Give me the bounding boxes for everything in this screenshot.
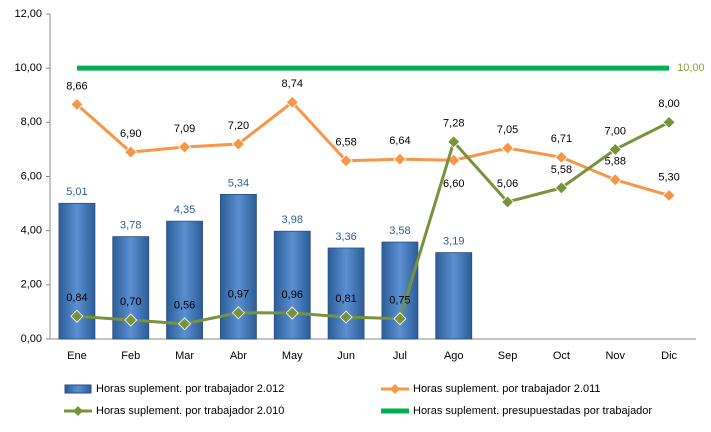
point-value-label: 8,00 xyxy=(658,98,679,110)
y-tick-label: 10,00 xyxy=(14,62,42,74)
point-value-label: 5,88 xyxy=(605,156,626,168)
point xyxy=(124,145,138,159)
legend-label: Horas suplement. por trabajador 2.010 xyxy=(96,405,284,417)
point-value-label: 7,28 xyxy=(443,118,464,130)
point xyxy=(178,140,192,154)
x-tick-label: Mar xyxy=(175,350,194,362)
x-tick-label: Ago xyxy=(444,350,464,362)
y-tick-label: 0,00 xyxy=(21,333,42,345)
bar xyxy=(327,247,365,340)
bar-value-label: 5,01 xyxy=(66,186,87,198)
point xyxy=(285,95,299,109)
point-value-label: 0,75 xyxy=(389,295,410,307)
x-tick-label: Feb xyxy=(121,350,140,362)
point-value-label: 0,56 xyxy=(174,300,195,312)
point-value-label: 7,05 xyxy=(497,124,518,136)
point xyxy=(70,309,84,323)
point-value-label: 6,64 xyxy=(389,135,410,147)
point xyxy=(608,142,622,156)
y-tick-label: 8,00 xyxy=(21,116,42,128)
line xyxy=(76,120,670,326)
point xyxy=(662,188,676,203)
point xyxy=(554,181,568,195)
point-value-label: 0,97 xyxy=(228,289,249,301)
bar-value-label: 3,19 xyxy=(443,236,464,248)
legend-swatch xyxy=(64,384,92,394)
point-value-label: 8,66 xyxy=(66,80,87,92)
point xyxy=(231,137,245,151)
bar-value-label: 3,98 xyxy=(282,214,303,226)
point-value-label: 8,74 xyxy=(282,78,303,90)
point xyxy=(554,150,568,164)
point-value-label: 5,58 xyxy=(551,164,572,176)
legend-marker xyxy=(73,406,83,416)
bar-value-label: 4,35 xyxy=(174,204,195,216)
bar-value-label: 5,34 xyxy=(228,177,249,189)
point xyxy=(393,152,407,166)
line xyxy=(75,100,670,197)
point xyxy=(662,115,676,129)
point-value-label: 6,90 xyxy=(120,128,141,140)
point xyxy=(339,154,353,168)
point xyxy=(124,313,138,327)
x-tick-label: Abr xyxy=(230,350,247,362)
bar xyxy=(273,230,311,340)
line-end-label: 10,00 xyxy=(677,62,705,74)
bar-value-label: 3,58 xyxy=(389,225,410,237)
point xyxy=(501,195,515,209)
point xyxy=(231,306,245,320)
legend-label: Horas suplement. presupuestadas por trab… xyxy=(413,405,652,417)
point-value-label: 6,71 xyxy=(551,133,572,145)
x-tick-label: May xyxy=(282,350,303,362)
bar xyxy=(435,252,473,340)
point xyxy=(393,312,407,326)
x-tick-label: Dic xyxy=(661,350,677,362)
bar-value-label: 3,36 xyxy=(335,231,356,243)
point-value-label: 7,09 xyxy=(174,123,195,135)
point-value-label: 0,84 xyxy=(66,292,87,304)
y-tick-label: 12,00 xyxy=(14,8,42,20)
point xyxy=(178,317,192,331)
y-tick-label: 6,00 xyxy=(21,170,42,182)
point xyxy=(447,135,461,149)
point-value-label: 5,30 xyxy=(658,171,679,183)
point-value-label: 0,70 xyxy=(120,296,141,308)
y-tick-label: 2,00 xyxy=(21,279,42,291)
point-value-label: 7,20 xyxy=(228,120,249,132)
y-tick-label: 4,00 xyxy=(21,225,42,237)
legend-label: Horas suplement. por trabajador 2.011 xyxy=(413,383,601,395)
point xyxy=(285,306,299,320)
x-tick-label: Ene xyxy=(67,350,87,362)
point-value-label: 5,06 xyxy=(497,178,518,190)
legend-marker xyxy=(390,384,400,394)
point-value-label: 6,58 xyxy=(335,137,356,149)
point-value-label: 0,81 xyxy=(335,293,356,305)
point-value-label: 0,96 xyxy=(282,289,303,301)
point xyxy=(339,310,353,324)
x-tick-label: Sep xyxy=(498,350,518,362)
x-tick-label: Jul xyxy=(393,350,407,362)
point xyxy=(608,173,622,187)
bar-value-label: 3,78 xyxy=(120,220,141,232)
point-value-label: 7,00 xyxy=(605,125,626,137)
point xyxy=(501,141,515,155)
legend-label: Horas suplement. por trabajador 2.012 xyxy=(96,383,284,395)
x-tick-label: Nov xyxy=(605,350,625,362)
point-value-label: 6,60 xyxy=(443,178,464,190)
point xyxy=(70,97,84,112)
x-tick-label: Jun xyxy=(337,350,355,362)
x-tick-label: Oct xyxy=(553,350,570,362)
